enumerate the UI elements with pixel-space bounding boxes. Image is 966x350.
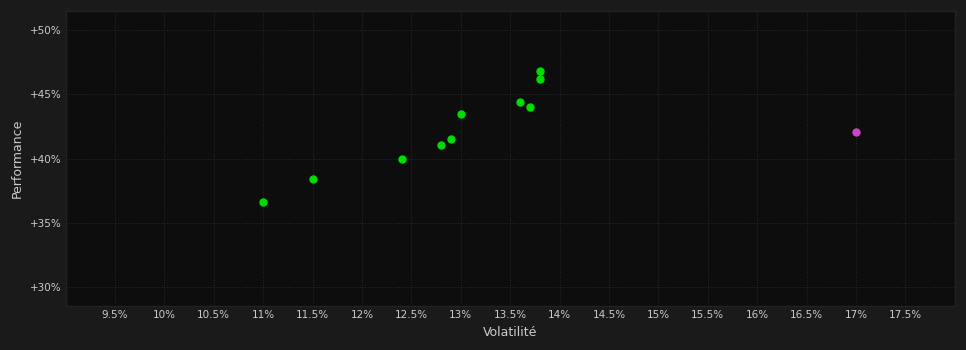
Point (532, 69, 548, 74)
X-axis label: Volatilité: Volatilité (483, 326, 537, 339)
Point (255, 199, 270, 205)
Point (453, 111, 469, 117)
Point (523, 105, 538, 110)
Point (443, 136, 459, 142)
Point (512, 99, 527, 105)
Y-axis label: Performance: Performance (12, 119, 24, 198)
Point (434, 142, 449, 147)
Point (305, 176, 321, 182)
Point (394, 156, 410, 161)
Point (532, 76, 548, 82)
Point (848, 129, 864, 134)
